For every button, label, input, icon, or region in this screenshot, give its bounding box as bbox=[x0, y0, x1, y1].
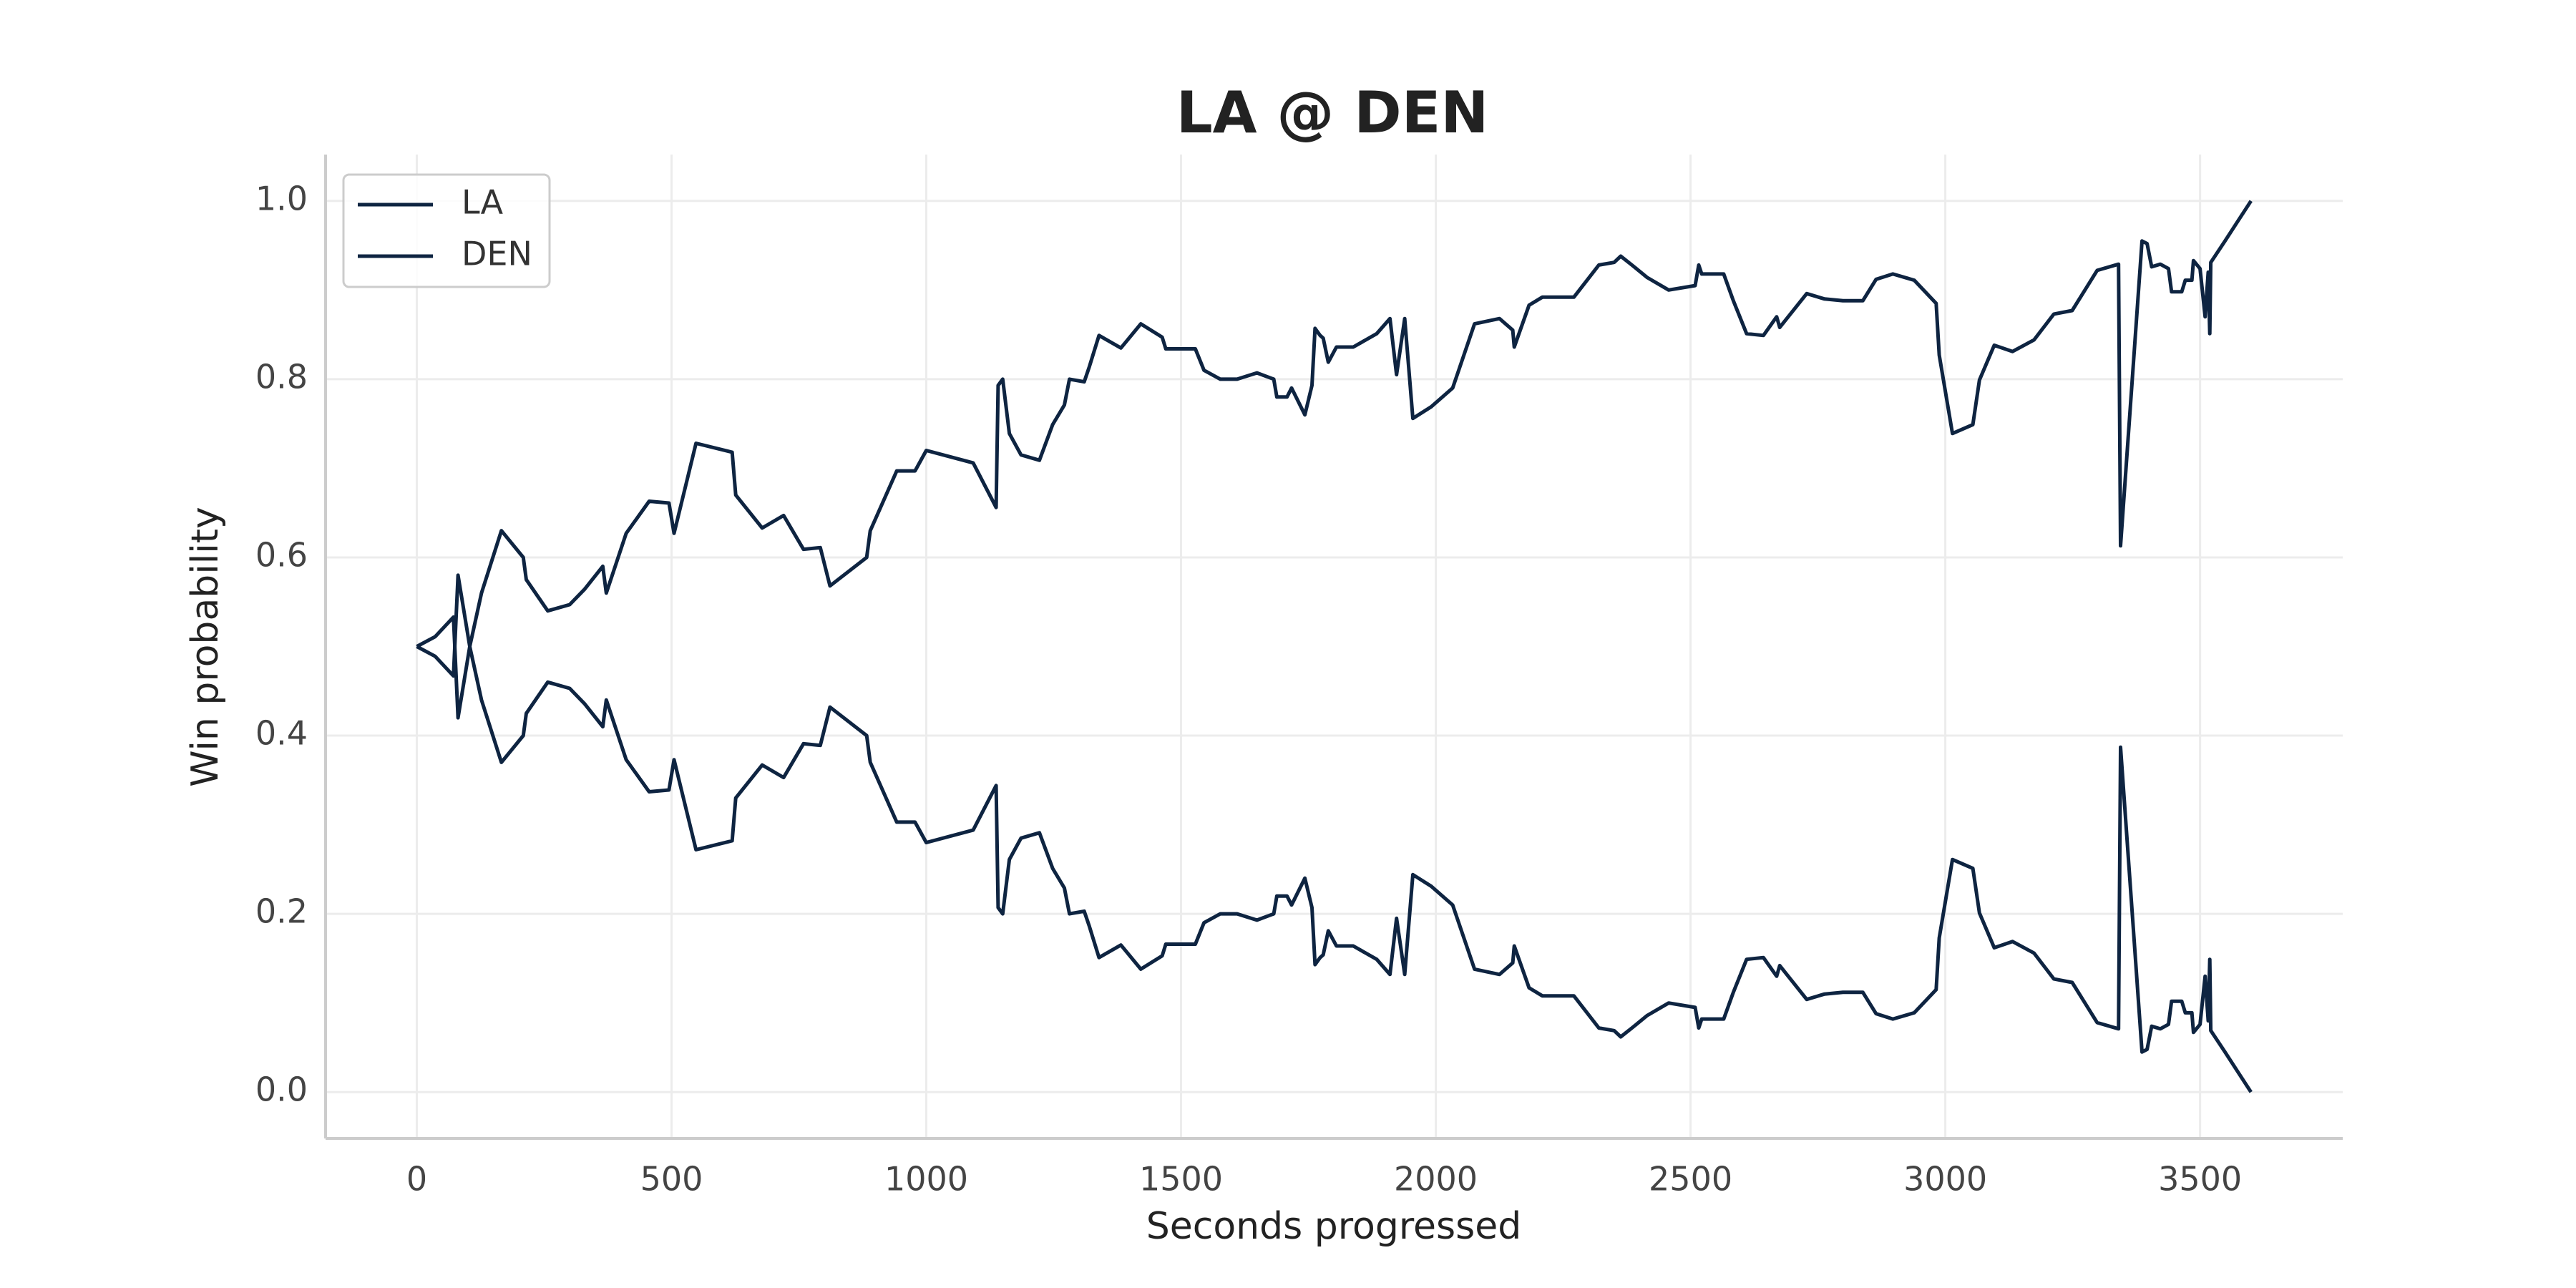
y-tick-label: 0.2 bbox=[255, 892, 308, 931]
y-tick-label: 0.8 bbox=[255, 357, 308, 396]
x-tick-label: 2500 bbox=[1649, 1160, 1732, 1199]
y-tick-label: 0.0 bbox=[255, 1070, 308, 1109]
y-tick-label: 1.0 bbox=[255, 179, 308, 218]
x-tick-label: 3000 bbox=[1903, 1160, 1987, 1199]
x-tick-label: 3500 bbox=[2158, 1160, 2242, 1199]
x-tick-label: 2000 bbox=[1394, 1160, 1478, 1199]
x-tick-label: 500 bbox=[640, 1160, 703, 1199]
y-tick-label: 0.6 bbox=[255, 535, 308, 574]
legend-label: DEN bbox=[462, 235, 532, 273]
legend-label: LA bbox=[462, 183, 504, 222]
legend-box bbox=[342, 173, 551, 288]
chart-title: LA @ DEN bbox=[1176, 79, 1489, 146]
y-axis-label: Win probability bbox=[184, 507, 227, 787]
series-line bbox=[416, 573, 2253, 1093]
series-line bbox=[416, 200, 2253, 720]
x-tick-label: 0 bbox=[406, 1160, 427, 1199]
x-axis-label: Seconds progressed bbox=[1146, 1205, 1521, 1248]
x-tick-label: 1500 bbox=[1139, 1160, 1223, 1199]
y-tick-label: 0.4 bbox=[255, 714, 308, 753]
x-tick-label: 1000 bbox=[884, 1160, 968, 1199]
